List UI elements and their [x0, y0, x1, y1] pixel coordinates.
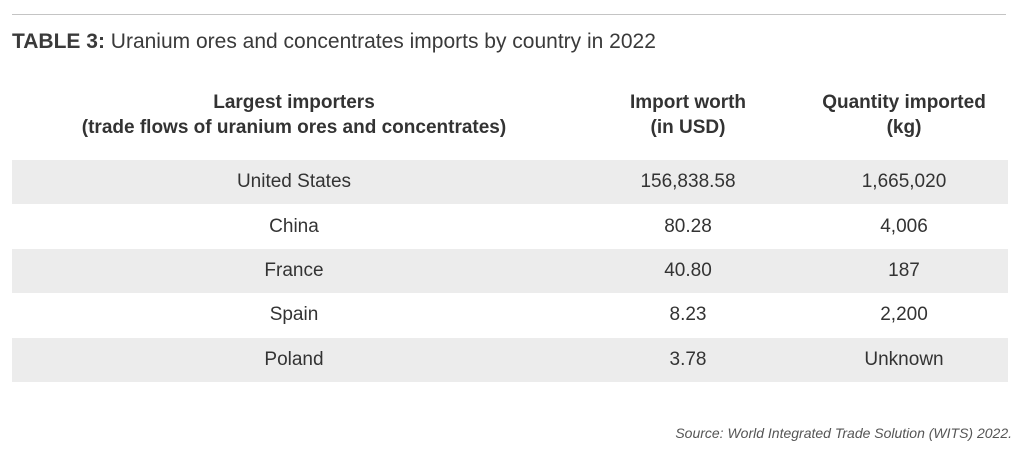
- column-header-quantity-line1: Quantity imported: [822, 92, 986, 113]
- source-note: Source: World Integrated Trade Solution …: [675, 425, 1012, 441]
- column-header-import-worth: Import worth (in USD): [576, 90, 800, 140]
- table-row: Poland 3.78 Unknown: [12, 337, 1008, 382]
- column-header-import-worth-line1: Import worth: [629, 92, 747, 113]
- import-worth-cell: 3.78: [669, 348, 707, 370]
- country-cell: France: [264, 259, 324, 281]
- country-cell: Poland: [264, 348, 324, 370]
- column-header-quantity-line2: (kg): [886, 117, 922, 138]
- column-header-importers-line1: Largest importers: [213, 92, 375, 113]
- quantity-cell: Unknown: [864, 348, 944, 370]
- table-row: Spain 8.23 2,200: [12, 293, 1008, 337]
- column-header-quantity: Quantity imported (kg): [800, 90, 1008, 140]
- import-worth-cell: 156,838.58: [640, 171, 736, 193]
- table-row: United States 156,838.58 1,665,020: [12, 160, 1008, 205]
- country-cell: United States: [236, 171, 352, 193]
- table-caption-label: TABLE 3:: [12, 30, 105, 53]
- quantity-cell: 187: [888, 259, 920, 281]
- column-header-importers-line2: (trade flows of uranium ores and concent…: [81, 117, 507, 138]
- country-cell: China: [269, 215, 319, 237]
- quantity-cell: 2,200: [880, 304, 928, 326]
- top-divider: [12, 14, 1006, 15]
- import-worth-cell: 8.23: [669, 304, 707, 326]
- quantity-cell: 4,006: [880, 215, 928, 237]
- table-body: United States 156,838.58 1,665,020 China…: [12, 160, 1008, 382]
- table-caption-text: Uranium ores and concentrates imports by…: [104, 30, 656, 53]
- column-header-import-worth-line2: (in USD): [650, 117, 726, 138]
- quantity-cell: 1,665,020: [861, 171, 947, 193]
- table-caption: TABLE 3: Uranium ores and concentrates i…: [12, 30, 656, 54]
- table-row: France 40.80 187: [12, 248, 1008, 294]
- table-header: Largest importers (trade flows of uraniu…: [12, 90, 1008, 150]
- import-worth-cell: 80.28: [664, 215, 712, 237]
- column-header-importers: Largest importers (trade flows of uraniu…: [12, 90, 576, 140]
- table-row: China 80.28 4,006: [12, 204, 1008, 248]
- country-cell: Spain: [269, 304, 319, 326]
- import-worth-cell: 40.80: [664, 259, 712, 281]
